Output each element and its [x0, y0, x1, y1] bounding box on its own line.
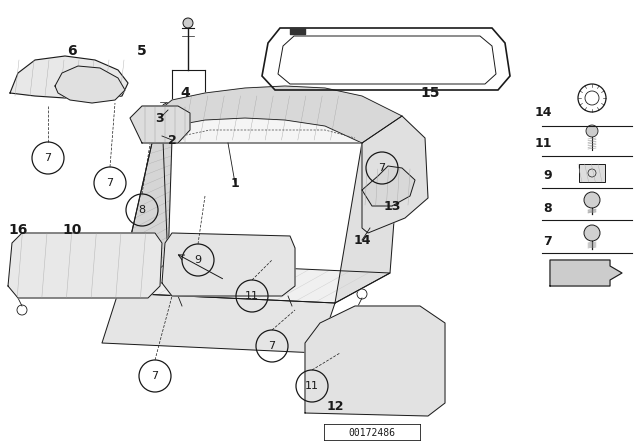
Text: 14: 14 [353, 233, 371, 246]
Circle shape [183, 18, 193, 28]
Text: 9: 9 [543, 168, 552, 181]
Text: 3: 3 [156, 112, 164, 125]
Text: 7: 7 [543, 234, 552, 247]
FancyBboxPatch shape [579, 164, 605, 182]
Polygon shape [118, 116, 168, 293]
Text: 7: 7 [268, 341, 276, 351]
Text: 00172486: 00172486 [349, 428, 396, 438]
Text: 4: 4 [180, 86, 190, 100]
Polygon shape [118, 263, 390, 303]
Text: 6: 6 [67, 44, 77, 58]
Text: 8: 8 [138, 205, 145, 215]
Text: 11: 11 [534, 137, 552, 150]
Circle shape [586, 125, 598, 137]
Polygon shape [550, 260, 622, 286]
Text: 7: 7 [44, 153, 52, 163]
Polygon shape [152, 116, 402, 143]
Text: 8: 8 [543, 202, 552, 215]
Circle shape [584, 225, 600, 241]
Circle shape [584, 192, 600, 208]
Text: 14: 14 [534, 105, 552, 119]
Polygon shape [152, 86, 402, 143]
Polygon shape [102, 293, 335, 353]
Text: 1: 1 [230, 177, 239, 190]
Text: 16: 16 [8, 223, 28, 237]
Text: 13: 13 [383, 199, 401, 212]
Polygon shape [10, 56, 128, 100]
Circle shape [161, 103, 175, 117]
Polygon shape [8, 233, 162, 298]
Polygon shape [335, 116, 402, 303]
Text: 2: 2 [168, 134, 177, 146]
Text: 12: 12 [326, 400, 344, 413]
Text: 9: 9 [195, 255, 202, 265]
Polygon shape [118, 138, 172, 293]
Polygon shape [305, 306, 445, 416]
Text: 7: 7 [106, 178, 113, 188]
Polygon shape [55, 66, 125, 103]
Text: 7: 7 [152, 371, 159, 381]
Polygon shape [362, 166, 415, 206]
Text: 15: 15 [420, 86, 440, 100]
Polygon shape [130, 106, 190, 143]
Text: 11: 11 [305, 381, 319, 391]
Polygon shape [162, 233, 295, 296]
Text: 10: 10 [62, 223, 82, 237]
Text: 7: 7 [378, 163, 385, 173]
Text: 5: 5 [137, 44, 147, 58]
Polygon shape [362, 116, 428, 233]
Text: 11: 11 [245, 291, 259, 301]
